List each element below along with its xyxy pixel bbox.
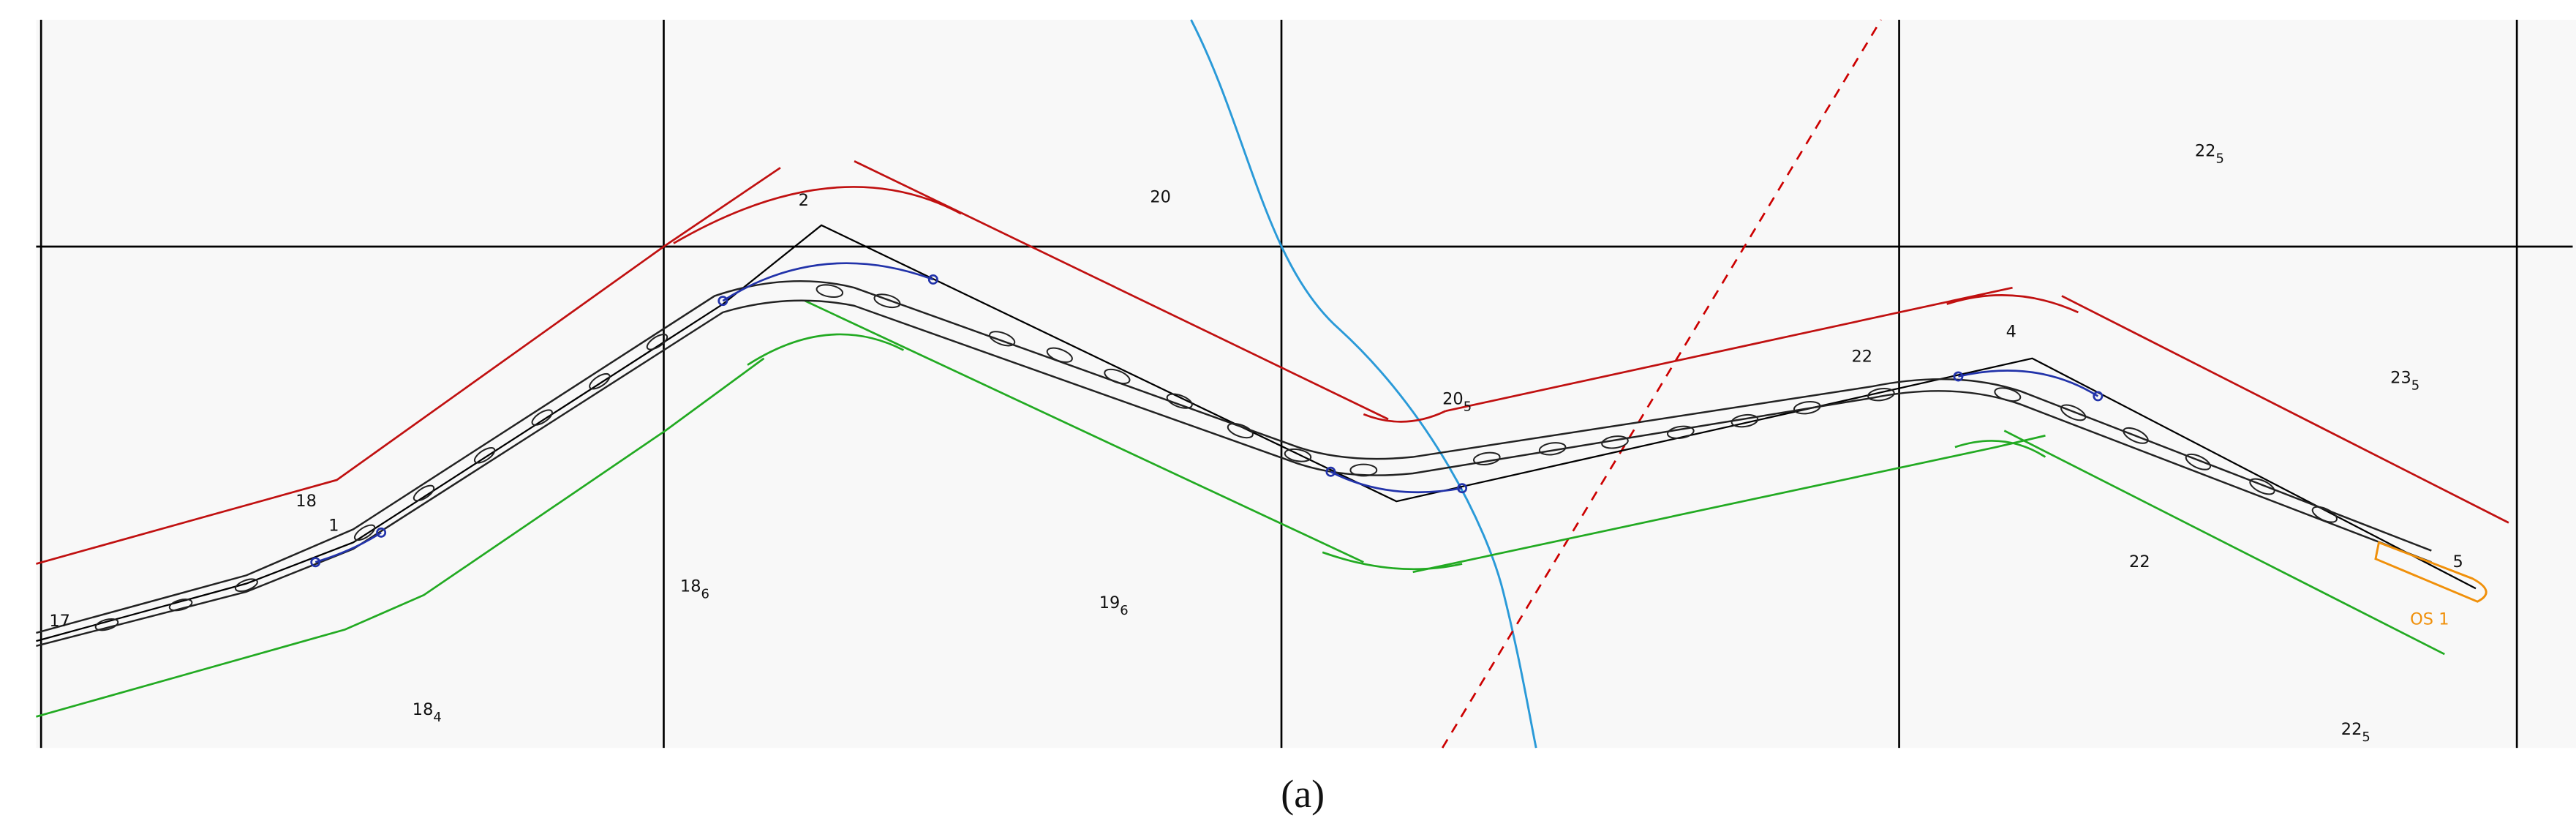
depth-decimal: 6 <box>701 587 709 602</box>
depth: 18 <box>680 577 701 596</box>
depth: 22 <box>2195 141 2216 160</box>
depth-decimal: 5 <box>1464 400 1472 415</box>
depth: 20 <box>1442 390 1464 409</box>
waypoint-label: 5 <box>2453 552 2463 571</box>
depth: 19 <box>1099 593 1121 612</box>
map-background <box>36 20 2576 749</box>
waypoint-label: 17 <box>49 612 70 631</box>
sounding: 205 <box>1442 390 1472 415</box>
own-ship <box>2374 541 2488 603</box>
depth: 22 <box>2341 720 2362 739</box>
depth-decimal: 5 <box>2215 151 2223 166</box>
ship-outlines <box>94 284 2338 631</box>
starboard-limit <box>36 299 2445 718</box>
depth-decimal: 5 <box>2362 730 2370 745</box>
depth: 23 <box>2390 368 2411 387</box>
boundary-line <box>1441 19 1883 749</box>
depth-decimal: 6 <box>1120 603 1128 618</box>
depth-decimal: 5 <box>2411 378 2419 393</box>
sounding: 22 <box>1851 347 1872 366</box>
planned-route <box>36 224 2477 642</box>
vessel-label: OS 1 <box>2410 610 2449 629</box>
sounding: 20 <box>1150 187 1171 206</box>
waypoint-label: 18 <box>295 492 317 511</box>
turn-curves <box>310 262 2104 568</box>
sounding: 184 <box>413 700 442 725</box>
depth: 18 <box>413 700 434 719</box>
caption: (a) <box>1281 772 1325 816</box>
sounding: 196 <box>1099 593 1129 618</box>
sounding: 186 <box>680 577 709 602</box>
waypoint-label: 2 <box>799 191 809 210</box>
grid <box>36 20 2573 749</box>
waypoint-label: 1 <box>328 517 339 536</box>
contour-line <box>1190 19 1537 749</box>
sounding: 235 <box>2390 368 2419 393</box>
sounding: 225 <box>2341 720 2370 745</box>
vessel-track <box>36 280 2432 648</box>
port-limit <box>36 160 2509 565</box>
waypoint-label: 4 <box>2006 323 2016 342</box>
sounding: 225 <box>2195 141 2224 166</box>
depth-decimal: 4 <box>433 710 441 725</box>
sounding: 22 <box>2129 552 2150 571</box>
